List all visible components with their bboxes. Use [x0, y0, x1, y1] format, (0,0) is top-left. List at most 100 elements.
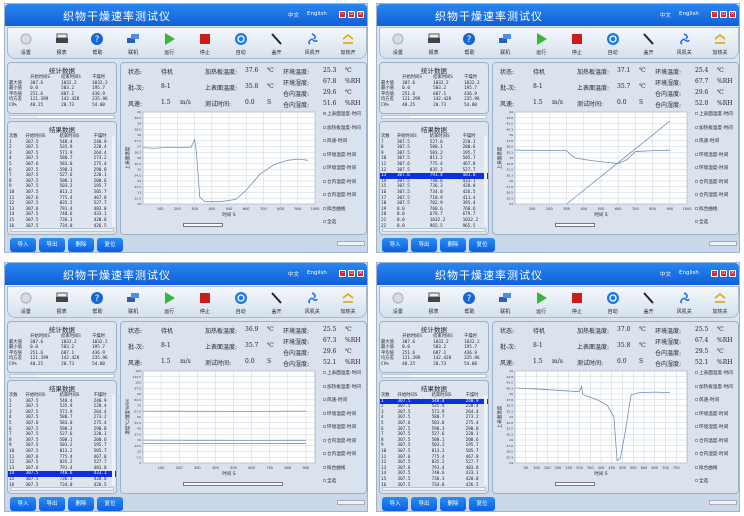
results-row[interactable]: 8 307.5 508.1 200.6 [8, 438, 116, 444]
results-row[interactable]: 8 307.5 508.1 200.6 [380, 438, 488, 444]
auto-button[interactable]: 自动 [226, 287, 256, 317]
legend-checkbox[interactable]: 全选 [695, 478, 708, 484]
import-button[interactable]: 导入 [382, 497, 408, 511]
help-button[interactable]: ? 帮助 [454, 287, 484, 317]
auto-button[interactable]: 自动 [226, 28, 256, 58]
legend-checkbox[interactable]: 风速-时间 [695, 138, 719, 144]
results-row[interactable]: 13 307.6 791.4 483.8 [380, 173, 488, 179]
results-row[interactable]: 5 307.6 583.0 275.4 [380, 421, 488, 427]
results-row[interactable]: 12 307.5 835.2 527.7 [8, 460, 116, 466]
lang-chinese-link[interactable]: 中文 [288, 13, 300, 19]
chart[interactable]: 100 200 300 400 500 600 700 800 900 1000 32 32.533 3… [123, 108, 323, 223]
lang-chinese-link[interactable]: 中文 [660, 272, 672, 278]
results-row[interactable]: 16 307.5 734.0 426.5 [8, 224, 116, 230]
results-row[interactable]: 10 307.5 813.2 505.7 [8, 449, 116, 455]
lid-open-button[interactable]: 盖开 [261, 287, 291, 317]
heater-button[interactable]: 加热关 [333, 287, 363, 317]
export-button[interactable]: 导出 [411, 497, 437, 511]
results-row[interactable]: 11 307.6 775.4 467.8 [8, 455, 116, 461]
results-row[interactable]: 6 307.5 598.3 290.8 [8, 168, 116, 174]
results-row[interactable]: 4 307.5 580.7 273.2 [8, 156, 116, 162]
legend-checkbox[interactable]: 仓内温度-时间 [695, 438, 728, 444]
results-row[interactable]: 1 307.5 548.4 240.9 [8, 140, 116, 146]
legend-checkbox[interactable]: 风速-时间 [323, 138, 347, 144]
legend-checkbox[interactable]: 环境温度-时间 [323, 152, 356, 158]
help-button[interactable]: ? 帮助 [82, 287, 112, 317]
legend-checkbox[interactable]: 仓内湿度-时间 [695, 451, 728, 457]
lang-english-link[interactable]: English [679, 11, 699, 17]
results-row[interactable]: 13 307.6 791.4 483.8 [8, 207, 116, 213]
fan-button[interactable]: 风机关 [297, 287, 327, 317]
stats-horizontal-scrollbar[interactable] [381, 115, 487, 119]
results-row[interactable]: 14 307.5 740.6 433.1 [8, 471, 116, 477]
legend-checkbox[interactable]: 环境温度-时间 [695, 411, 728, 417]
results-row[interactable]: 17 307.5 718.9 411.4 [380, 196, 488, 202]
chart[interactable]: 50 100 150 200 250 300 350 400 450 500 550 600 650 70… [495, 367, 695, 482]
legend-checkbox[interactable]: 环境湿度-时间 [695, 424, 728, 430]
stats-horizontal-scrollbar[interactable] [9, 374, 115, 378]
legend-checkbox[interactable]: 全选 [323, 219, 336, 225]
chart[interactable]: 100 200 300 400 500 600 700 800 900 1000 24 25.326.… [495, 108, 695, 223]
results-row[interactable]: 19 0.0 768.6 768.6 [380, 207, 488, 213]
results-vertical-scrollbar[interactable] [112, 395, 115, 485]
delete-button[interactable]: 删除 [68, 497, 94, 511]
results-row[interactable]: 11 307.6 775.4 467.8 [380, 162, 488, 168]
results-row[interactable]: 16 307.5 734.0 426.5 [8, 483, 116, 489]
lang-english-link[interactable]: English [679, 270, 699, 276]
connect-button[interactable]: 联机 [490, 28, 520, 58]
results-row[interactable]: 12 307.5 835.2 527.7 [380, 460, 488, 466]
connect-button[interactable]: 联机 [490, 287, 520, 317]
results-row[interactable]: 13 307.6 791.4 483.8 [380, 466, 488, 472]
fan-button[interactable]: 风机关 [669, 287, 699, 317]
legend-checkbox[interactable]: 环境湿度-时间 [695, 165, 728, 171]
maximize-button[interactable]: ▫ [720, 11, 727, 18]
export-button[interactable]: 导出 [39, 238, 65, 252]
results-row[interactable]: 1 307.5 548.4 240.9 [8, 399, 116, 405]
results-row[interactable]: 13 307.6 791.4 483.8 [8, 466, 116, 472]
legend-checkbox[interactable]: 仓内湿度-时间 [323, 192, 356, 198]
results-horizontal-scrollbar[interactable] [382, 228, 486, 232]
lang-english-link[interactable]: English [307, 270, 327, 276]
results-row[interactable]: 10 307.5 813.2 505.7 [8, 190, 116, 196]
connect-button[interactable]: 联机 [118, 287, 148, 317]
heater-button[interactable]: 加热关 [705, 287, 735, 317]
delete-button[interactable]: 删除 [440, 238, 466, 252]
close-button[interactable]: × [729, 270, 736, 277]
report-button[interactable]: 报表 [419, 28, 449, 58]
legend-checkbox[interactable]: 上表面温度-时间 [323, 111, 361, 117]
results-row[interactable]: 2 307.5 535.9 228.4 [8, 145, 116, 151]
results-horizontal-scrollbar[interactable] [10, 487, 114, 491]
reset-button[interactable]: 复位 [469, 238, 495, 252]
results-row[interactable]: 18 307.5 702.9 395.4 [380, 201, 488, 207]
legend-checkbox[interactable]: 上表面温度-时间 [323, 370, 361, 376]
stop-button[interactable]: 停止 [562, 28, 592, 58]
stop-button[interactable]: 停止 [190, 287, 220, 317]
legend-checkbox[interactable]: 加热板温度-时间 [695, 125, 733, 131]
results-vertical-scrollbar[interactable] [484, 136, 487, 226]
results-row[interactable]: 2 307.5 535.9 228.4 [8, 404, 116, 410]
lid-open-button[interactable]: 盖开 [633, 287, 663, 317]
legend-checkbox[interactable]: 上表面温度-时间 [695, 370, 733, 376]
results-row[interactable]: 15 307.5 736.3 428.8 [8, 218, 116, 224]
maximize-button[interactable]: ▫ [348, 11, 355, 18]
heater-button[interactable]: 加热开 [333, 28, 363, 58]
results-row[interactable]: 15 307.5 736.3 428.8 [380, 477, 488, 483]
results-row[interactable]: 4 307.5 580.7 273.2 [8, 415, 116, 421]
results-row[interactable]: 8 307.5 508.1 200.6 [8, 179, 116, 185]
legend-checkbox[interactable]: 环境温度-时间 [695, 152, 728, 158]
legend-checkbox[interactable]: 上表面温度-时间 [695, 111, 733, 117]
legend-checkbox[interactable]: 拟合曲线 [695, 206, 717, 212]
legend-checkbox[interactable]: 加热板温度-时间 [323, 384, 361, 390]
stop-button[interactable]: 停止 [190, 28, 220, 58]
lid-open-button[interactable]: 盖开 [261, 28, 291, 58]
results-row[interactable]: 7 307.5 527.6 220.1 [380, 140, 488, 146]
results-row[interactable]: 15 307.5 736.3 428.8 [8, 477, 116, 483]
results-row[interactable]: 11 307.6 775.4 467.8 [8, 196, 116, 202]
results-row[interactable]: 14 307.5 740.6 433.1 [380, 471, 488, 477]
results-row[interactable]: 16 307.5 734.0 426.5 [380, 483, 488, 489]
results-row[interactable]: 9 307.5 503.2 195.7 [8, 184, 116, 190]
legend-checkbox[interactable]: 拟合曲线 [695, 465, 717, 471]
import-button[interactable]: 导入 [10, 497, 36, 511]
maximize-button[interactable]: ▫ [348, 270, 355, 277]
legend-checkbox[interactable]: 仓内湿度-时间 [695, 192, 728, 198]
